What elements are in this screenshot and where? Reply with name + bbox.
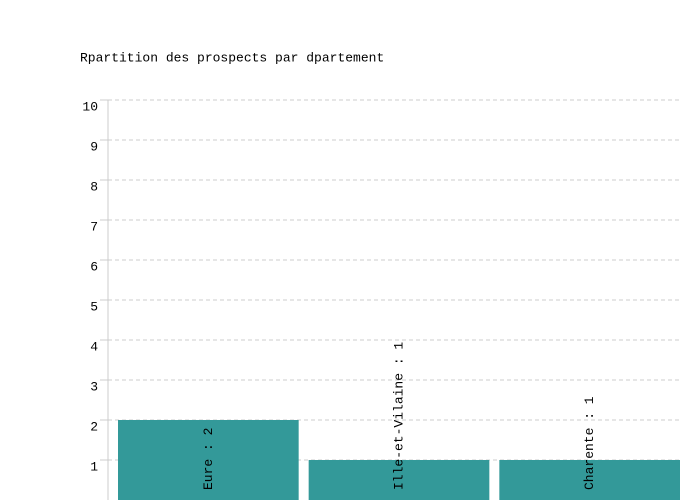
y-tick-label: 5 — [90, 299, 98, 314]
y-tick-label: 1 — [90, 459, 98, 474]
y-tick-label: 8 — [90, 179, 98, 194]
y-tick-label: 4 — [90, 339, 98, 354]
y-tick-label: 9 — [90, 139, 98, 154]
chart-title: Rpartition des prospects par dpartement — [80, 50, 384, 65]
value-label: Ille-et-Vilaine : 1 — [391, 342, 406, 490]
y-tick-label: 2 — [90, 419, 98, 434]
value-label: Charente : 1 — [582, 396, 597, 490]
bar — [118, 420, 299, 500]
y-tick-label: 6 — [90, 259, 98, 274]
bar — [499, 460, 680, 500]
value-label: Eure : 2 — [201, 428, 216, 490]
y-tick-label: 10 — [82, 99, 98, 114]
y-tick-label: 3 — [90, 379, 98, 394]
bar — [308, 460, 490, 500]
y-tick-label: 7 — [90, 219, 98, 234]
